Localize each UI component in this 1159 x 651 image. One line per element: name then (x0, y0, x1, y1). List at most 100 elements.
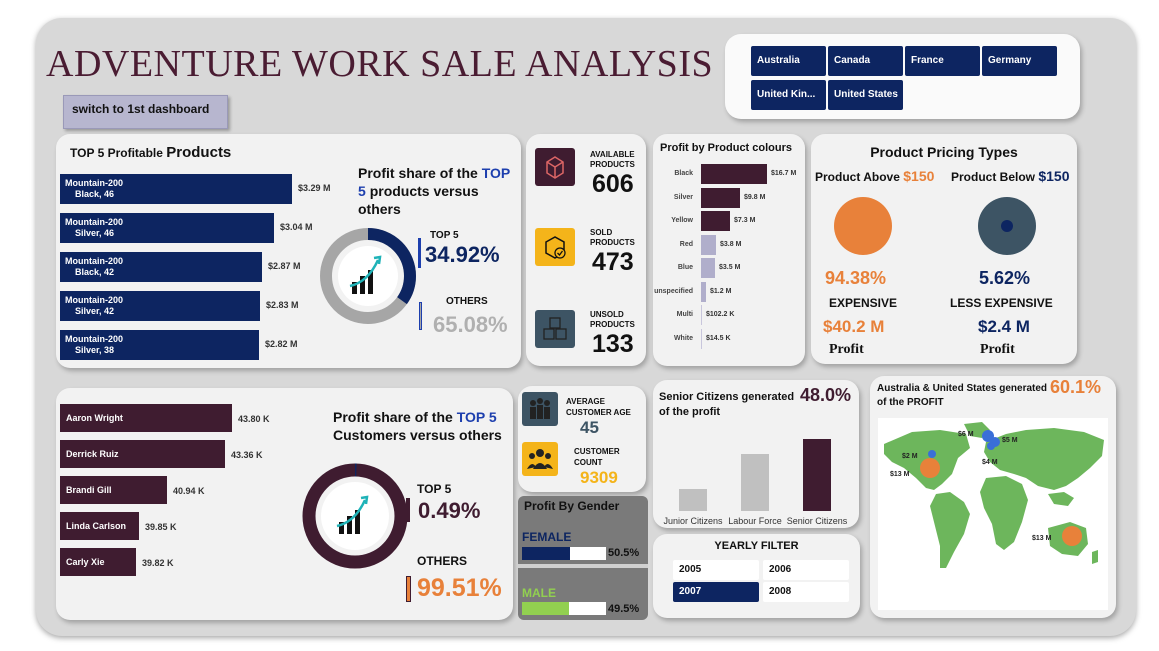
label-13m-au: $13 M (1032, 535, 1052, 542)
average-age-value: 45 (580, 418, 599, 437)
colour-value: $3.5 M (719, 264, 741, 271)
customers-share-title: Profit share of the TOP 5 Customers vers… (333, 408, 513, 444)
sold-products-label: SOLD PRODUCTS (590, 228, 635, 247)
below-label: Product Below $150 (951, 168, 1070, 184)
eurasia-shape (984, 428, 1104, 490)
product-value: $2.87 M (268, 261, 301, 271)
product-value: $3.29 M (298, 183, 331, 193)
less-expensive-profit-label: Profit (980, 342, 1015, 357)
colour-value: $102.2 K (706, 311, 735, 318)
product-value: $2.82 M (265, 339, 298, 349)
less-expensive-label: LESS EXPENSIVE (950, 296, 1053, 310)
colour-bar (701, 234, 716, 255)
male-bar-track (522, 602, 606, 615)
expensive-percent: 94.38% (825, 268, 887, 288)
senior-title: Senior Citizens generated of the profit (659, 390, 807, 420)
switch-dashboard-button[interactable]: switch to 1st dashboard (63, 95, 228, 129)
senior-title-text: Senior Citizens generated (659, 391, 795, 403)
female-value: 50.5% (608, 547, 640, 559)
senior-bar-label: Senior Citizens (786, 516, 848, 526)
colour-value: $1.2 M (710, 287, 732, 295)
average-age-label: AVERAGE CUSTOMER AGE (566, 397, 631, 417)
customer-stats-card: AVERAGE CUSTOMER AGE 45 CUSTOMER COUNT 9… (518, 386, 646, 492)
products-others-value: 65.08% (433, 312, 508, 337)
products-top5-label: TOP 5 (430, 230, 459, 241)
colour-bar (701, 164, 767, 184)
africa-shape (980, 476, 1028, 550)
male-bar-fill (522, 602, 569, 615)
female-bar-fill (522, 547, 570, 560)
less-expensive-pie (978, 197, 1036, 255)
customer-bar: Derrick Ruiz (60, 440, 225, 468)
germany-bubble[interactable] (987, 442, 995, 450)
southeast-asia-shape (1048, 492, 1074, 506)
available-products-value: 606 (592, 170, 634, 198)
year-button-2005[interactable]: 2005 (673, 560, 759, 580)
australia-bubble[interactable] (1062, 526, 1082, 546)
customers-others-value: 99.51% (417, 574, 502, 602)
colour-value: $9.8 M (744, 193, 766, 201)
colour-bar (701, 187, 740, 208)
page-title: ADVENTURE WORK SALE ANALYSIS (46, 43, 714, 85)
product-bar: Mountain-200 Black, 42 (60, 252, 262, 282)
us-west-bubble[interactable] (928, 450, 936, 458)
male-value: 49.5% (608, 603, 640, 615)
customer-bar: Aaron Wright (60, 404, 232, 432)
product-name: Mountain-200 (65, 334, 124, 344)
south-america-shape (930, 492, 970, 568)
customers-share-title-text-2: Customers versus others (333, 427, 502, 443)
yearly-filter-card: YEARLY FILTER 2005 2006 2007 2008 (653, 534, 860, 618)
expensive-pie (834, 197, 892, 255)
products-donut-top5 (320, 228, 416, 324)
less-expensive-percent: 5.62% (979, 268, 1031, 288)
colour-name: Black (674, 170, 693, 177)
label-6m: $6 M (958, 431, 974, 438)
gender-title: Profit By Gender (524, 499, 620, 513)
top5-marker (418, 238, 421, 268)
country-button-france[interactable]: France (905, 46, 980, 76)
customers-top5-label: TOP 5 (417, 482, 452, 496)
products-share-title: Profit share of the TOP 5 products versu… (358, 164, 518, 218)
colour-name: Multi (676, 311, 693, 318)
products-top5-value: 34.92% (425, 242, 500, 267)
country-button-canada[interactable]: Canada (828, 46, 903, 76)
colour-name: Silver (673, 193, 693, 201)
year-button-2008[interactable]: 2008 (763, 582, 849, 602)
below-label-text: Product Below (951, 170, 1036, 184)
above-label: Product Above $150 (815, 168, 934, 184)
colour-bar (701, 281, 706, 302)
product-name: Mountain-200 (65, 217, 124, 227)
country-button-united-states[interactable]: United States (828, 80, 903, 110)
top-products-card: TOP 5 Profitable Products Mountain-200 Bl… (56, 134, 521, 368)
others-marker (406, 576, 411, 602)
map-value: 60.1% (1050, 377, 1102, 397)
unsold-products-value: 133 (592, 330, 634, 358)
map-card: Australia & United States generated of t… (870, 376, 1116, 618)
world-map[interactable]: $6 M $5 M $2 M $4 M $13 M $13 M (878, 418, 1108, 610)
country-button-germany[interactable]: Germany (982, 46, 1057, 76)
colour-value: $7.3 M (734, 217, 756, 224)
available-products-label: AVAILABLE PRODUCTS (590, 150, 635, 169)
below-price: $150 (1038, 168, 1070, 184)
growth-chart-icon (336, 495, 369, 534)
product-name: Mountain-200 (65, 256, 124, 266)
customer-value: 40.94 K (173, 486, 205, 496)
country-button-united-kingdom[interactable]: United Kin... (751, 80, 826, 110)
colours-title: Profit by Product colours (660, 142, 793, 154)
year-button-2007[interactable]: 2007 (673, 582, 759, 602)
us-bubble[interactable] (920, 458, 940, 478)
label-2m: $2 M (902, 453, 918, 460)
customer-value: 43.80 K (238, 414, 270, 424)
products-heading-strong: Products (166, 144, 232, 161)
colour-name: Blue (677, 264, 693, 271)
product-bar: Mountain-200 Silver, 38 (60, 330, 259, 360)
new-zealand-shape (1092, 550, 1098, 564)
colour-name: Red (679, 240, 693, 248)
stock-card: AVAILABLE PRODUCTS 606 SOLD PRODUCTS 473… (526, 134, 646, 366)
product-name: Mountain-200 (65, 295, 124, 305)
expensive-profit-label: Profit (829, 342, 864, 357)
customer-bar: Carly Xie (60, 548, 136, 576)
country-button-australia[interactable]: Australia (751, 46, 826, 76)
year-button-2006[interactable]: 2006 (763, 560, 849, 580)
customer-bar: Linda Carlson (60, 512, 139, 540)
